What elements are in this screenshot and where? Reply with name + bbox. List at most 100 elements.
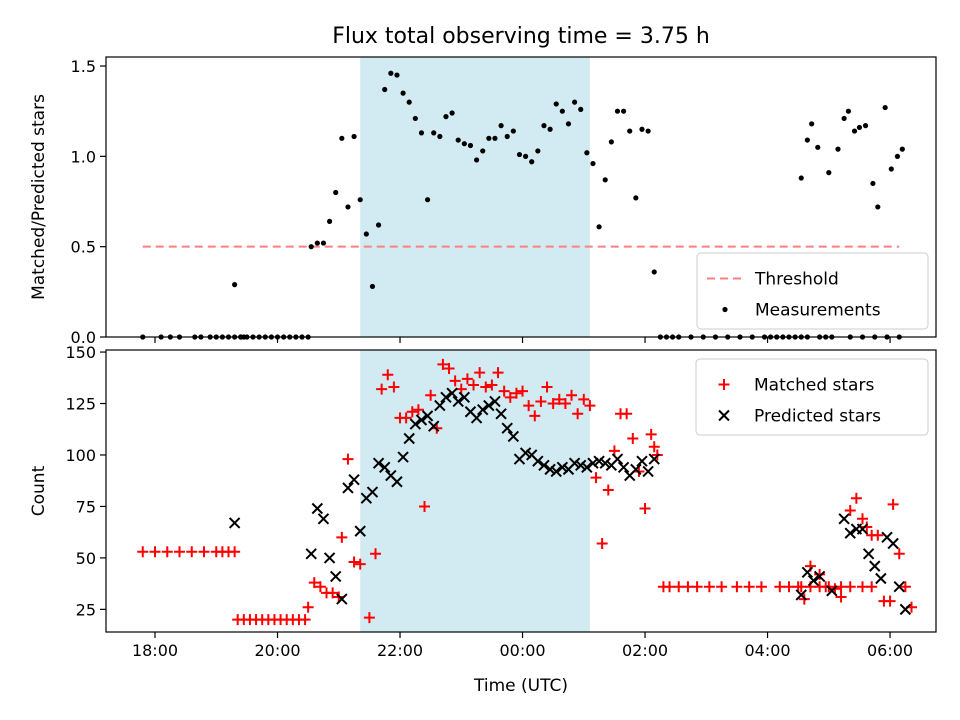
data-point	[498, 123, 504, 129]
data-point	[887, 537, 899, 550]
data-point	[783, 581, 795, 593]
chart-title: Flux total observing time = 3.75 h	[332, 24, 710, 49]
data-point	[519, 447, 532, 459]
data-point	[633, 195, 639, 201]
data-point	[440, 391, 452, 404]
legend-label: Measurements	[755, 301, 881, 321]
data-point	[329, 570, 342, 583]
data-point	[229, 546, 241, 558]
data-point	[449, 375, 461, 387]
data-point	[308, 244, 314, 250]
data-point	[550, 465, 562, 478]
data-point	[807, 574, 820, 587]
data-point	[844, 505, 856, 517]
data-point	[523, 400, 535, 412]
data-point	[535, 148, 541, 154]
legend-marker	[718, 379, 730, 390]
data-point	[568, 457, 581, 469]
data-point	[648, 453, 660, 465]
data-point	[578, 393, 590, 405]
data-point	[424, 197, 431, 203]
data-point	[348, 473, 360, 486]
data-point	[621, 108, 627, 114]
data-point	[397, 451, 409, 463]
legend: Threshold Measurements	[696, 252, 929, 330]
data-point	[504, 391, 516, 403]
data-point	[630, 463, 642, 476]
data-point	[529, 410, 541, 422]
data-point	[743, 581, 755, 593]
data-point	[645, 428, 657, 440]
data-point	[841, 115, 847, 122]
data-point	[639, 126, 645, 132]
data-point	[529, 159, 535, 165]
data-point	[354, 558, 366, 570]
data-point	[731, 581, 743, 593]
data-point	[480, 148, 486, 154]
data-point	[584, 400, 596, 412]
data-point	[461, 373, 473, 385]
data-point	[507, 430, 520, 443]
data-point	[443, 114, 449, 120]
data-point	[388, 381, 400, 393]
data-point	[400, 90, 406, 96]
data-point	[443, 363, 455, 375]
data-point	[587, 457, 599, 469]
data-point	[553, 101, 559, 107]
data-point	[376, 383, 388, 395]
data-point	[673, 581, 685, 593]
data-point	[382, 86, 388, 93]
data-point	[590, 472, 602, 484]
y-tick-label: 25	[76, 600, 96, 619]
data-point	[774, 581, 786, 593]
data-point	[795, 589, 807, 601]
x-tick-label: 18:00	[132, 641, 178, 660]
data-point	[468, 379, 480, 391]
data-point	[486, 135, 492, 141]
data-point	[354, 525, 366, 537]
data-point	[838, 513, 850, 525]
data-point	[862, 123, 869, 129]
data-point	[149, 546, 161, 558]
data-point	[317, 513, 330, 525]
data-point	[869, 560, 881, 572]
data-point	[547, 398, 559, 410]
y-tick-label: 100	[65, 446, 96, 465]
data-point	[559, 398, 571, 410]
data-point	[882, 104, 888, 111]
data-point	[639, 502, 651, 514]
data-point	[835, 591, 847, 603]
data-point	[621, 408, 633, 420]
data-point	[572, 408, 584, 420]
y-tick-label: 0.5	[71, 238, 96, 257]
x-tick-label: 22:00	[377, 641, 423, 660]
data-point	[556, 461, 569, 474]
data-point	[809, 121, 815, 127]
data-point	[480, 381, 492, 393]
data-point	[565, 121, 572, 127]
data-point	[703, 581, 715, 593]
data-point	[495, 408, 507, 420]
data-point	[363, 612, 375, 624]
data-point	[327, 587, 339, 599]
series-2	[228, 387, 912, 616]
data-point	[492, 135, 498, 141]
data-point	[856, 513, 868, 525]
x-tick-label: 02:00	[622, 641, 668, 660]
data-point	[391, 476, 403, 488]
data-point	[357, 197, 363, 203]
data-point	[394, 72, 400, 78]
x-axis-label: Time (UTC)	[473, 676, 568, 696]
data-point	[486, 379, 498, 391]
data-point	[232, 282, 238, 288]
data-point	[418, 130, 425, 136]
data-point	[483, 399, 495, 412]
data-point	[820, 581, 832, 593]
data-point	[664, 581, 676, 593]
data-point	[894, 153, 901, 159]
data-point	[862, 548, 875, 560]
data-point	[510, 128, 516, 134]
data-point	[470, 412, 483, 424]
data-point	[342, 482, 354, 494]
data-point	[575, 459, 587, 471]
